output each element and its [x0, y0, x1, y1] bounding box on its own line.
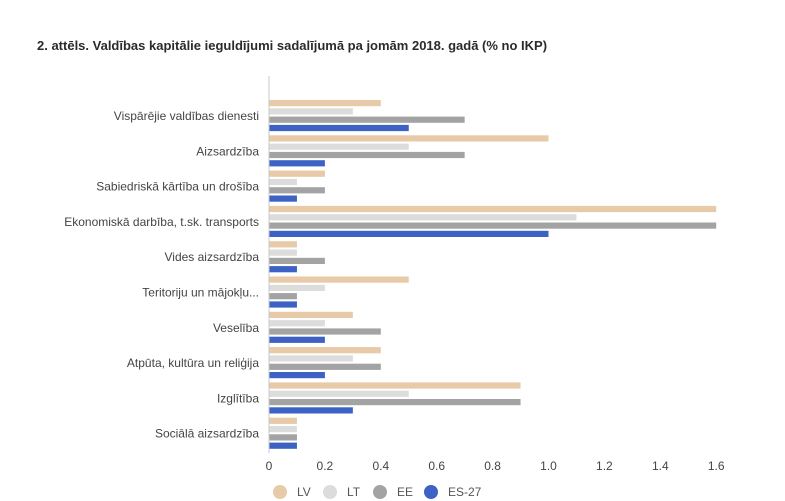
bar-lt-9 [269, 426, 297, 433]
x-tick-label: 0.4 [372, 459, 389, 473]
bar-lv-0 [269, 100, 381, 107]
x-tick-label: 0.8 [484, 459, 501, 473]
bar-lv-2 [269, 170, 325, 177]
category-label: Atpūta, kultūra un reliģija [127, 356, 259, 370]
bar-es-27-8 [269, 407, 353, 414]
legend-swatch-ee[interactable] [373, 485, 387, 499]
bar-es-27-6 [269, 336, 325, 343]
legend-label-lv[interactable]: LV [297, 485, 311, 499]
bar-lv-6 [269, 311, 353, 318]
category-label: Aizsardzība [196, 144, 259, 158]
bar-es-27-5 [269, 301, 297, 308]
bar-lv-3 [269, 205, 717, 213]
bar-lv-4 [269, 241, 297, 248]
legend-label-lt[interactable]: LT [347, 485, 361, 499]
legend-swatch-lt[interactable] [323, 485, 337, 499]
x-tick-label: 1.0 [540, 459, 557, 473]
x-tick-label: 1.4 [652, 459, 669, 473]
bar-ee-1 [269, 151, 465, 159]
bar-ee-4 [269, 257, 325, 264]
chart-title: 2. attēls. Valdības kapitālie ieguldījum… [37, 38, 548, 53]
bar-lt-0 [269, 108, 353, 115]
legend-label-ee[interactable]: EE [397, 485, 413, 499]
bar-lt-6 [269, 320, 325, 327]
legend-label-es-27[interactable]: ES-27 [448, 485, 482, 499]
category-labels: Vispārējie valdības dienesti Aizsardzība S… [64, 109, 259, 441]
x-axis-ticks: 0 0.2 0.4 0.6 0.8 1.0 1.2 1.4 1.6 [266, 459, 725, 473]
legend-swatch-es-27[interactable] [424, 485, 438, 499]
bar-es-27-7 [269, 372, 325, 379]
category-label: Sabiedriskā kārtība un drošība [96, 180, 259, 194]
category-label: Ekonomiskā darbība, t.sk. transports [64, 215, 259, 229]
bar-es-27-9 [269, 442, 297, 449]
bar-ee-0 [269, 116, 465, 123]
bars-layer [269, 100, 717, 449]
legend: LV LT EE ES-27 [273, 485, 482, 499]
bar-ee-9 [269, 434, 297, 441]
category-label: Vides aizsardzība [165, 250, 260, 264]
category-label: Izglītība [217, 391, 259, 405]
category-label: Teritoriju un mājokļu... [142, 286, 259, 300]
x-tick-label: 0.2 [317, 459, 334, 473]
bar-ee-7 [269, 363, 381, 370]
legend-swatch-lv[interactable] [273, 485, 287, 499]
x-tick-label: 0 [266, 459, 273, 473]
bar-lv-7 [269, 347, 381, 354]
category-label: Vispārējie valdības dienesti [114, 109, 259, 123]
bar-lt-2 [269, 178, 297, 186]
bar-lt-1 [269, 143, 409, 150]
bar-ee-2 [269, 187, 325, 194]
bar-es-27-1 [269, 160, 325, 167]
x-tick-label: 1.6 [708, 459, 725, 473]
bar-lt-5 [269, 284, 325, 291]
bar-lt-8 [269, 390, 409, 397]
x-tick-label: 0.6 [428, 459, 445, 473]
category-label: Veselība [213, 321, 259, 335]
bar-lt-3 [269, 214, 577, 221]
bar-ee-6 [269, 328, 381, 335]
bar-lv-5 [269, 276, 409, 283]
category-label: Sociālā aizsardzība [155, 427, 259, 441]
bar-lt-4 [269, 249, 297, 256]
bar-es-27-4 [269, 266, 297, 273]
x-tick-label: 1.2 [596, 459, 613, 473]
bar-es-27-3 [269, 230, 549, 237]
bar-lt-7 [269, 355, 353, 362]
bar-es-27-0 [269, 124, 409, 132]
bar-lv-9 [269, 417, 297, 424]
bar-lv-8 [269, 382, 521, 389]
bar-ee-3 [269, 222, 717, 229]
bar-ee-8 [269, 399, 521, 406]
bar-lv-1 [269, 135, 549, 142]
bar-es-27-2 [269, 195, 297, 202]
bar-ee-5 [269, 293, 297, 300]
